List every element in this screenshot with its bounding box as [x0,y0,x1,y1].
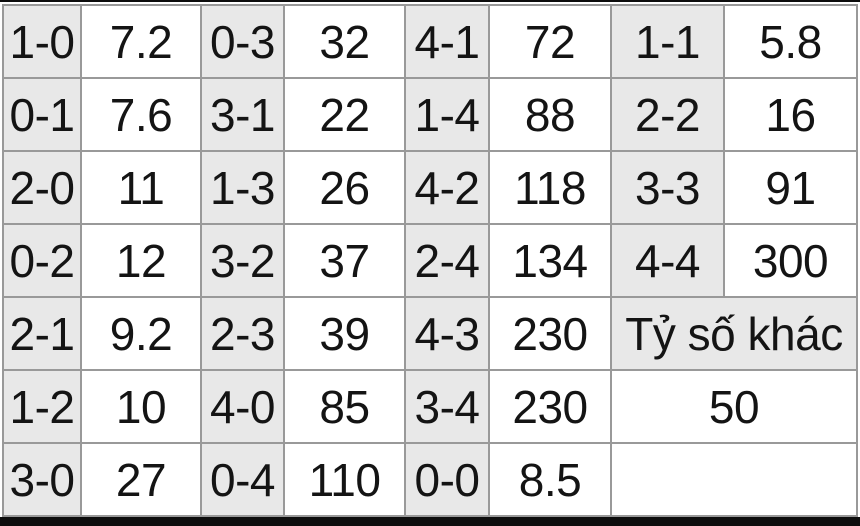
score-cell: 3-0 [2,442,82,517]
odds-value-cell: 32 [283,4,406,79]
score-cell: 1-1 [610,4,725,79]
score-cell: 4-3 [404,296,490,371]
table-row: 2-0 11 1-3 26 4-2 118 3-3 91 [2,150,858,225]
score-cell: 4-0 [200,369,285,444]
correct-score-odds-table: 1-0 7.2 0-3 32 4-1 72 1-1 5.8 0-1 7.6 3-… [2,4,858,517]
odds-value-cell: 22 [283,77,406,152]
odds-value-cell: 91 [723,150,858,225]
score-cell: 1-0 [2,4,82,79]
odds-value-cell: 16 [723,77,858,152]
score-cell: 2-2 [610,77,725,152]
score-cell: 3-3 [610,150,725,225]
odds-value-cell: 11 [80,150,202,225]
odds-value-cell: 8.5 [488,442,612,517]
score-cell: 2-1 [2,296,82,371]
other-score-label-cell: Tỷ số khác [610,296,858,371]
odds-value-cell: 85 [283,369,406,444]
score-cell: 3-2 [200,223,285,298]
odds-value-cell: 9.2 [80,296,202,371]
odds-value-cell: 88 [488,77,612,152]
table-row: 1-2 10 4-0 85 3-4 230 50 [2,369,858,444]
odds-value-cell: 72 [488,4,612,79]
odds-value-cell: 37 [283,223,406,298]
score-cell: 2-0 [2,150,82,225]
odds-value-cell: 27 [80,442,202,517]
table-row: 1-0 7.2 0-3 32 4-1 72 1-1 5.8 [2,4,858,79]
odds-value-cell: 230 [488,369,612,444]
empty-cell [610,442,858,517]
odds-value-cell: 230 [488,296,612,371]
score-cell: 0-4 [200,442,285,517]
odds-value-cell: 300 [723,223,858,298]
score-cell: 1-4 [404,77,490,152]
score-cell: 0-0 [404,442,490,517]
top-frame-line [0,0,860,2]
score-cell: 1-2 [2,369,82,444]
odds-value-cell: 134 [488,223,612,298]
table-row: 0-2 12 3-2 37 2-4 134 4-4 300 [2,223,858,298]
score-cell: 0-1 [2,77,82,152]
score-cell: 0-2 [2,223,82,298]
odds-value-cell: 5.8 [723,4,858,79]
odds-value-cell: 39 [283,296,406,371]
odds-value-cell: 7.2 [80,4,202,79]
odds-value-cell: 7.6 [80,77,202,152]
table-row: 2-1 9.2 2-3 39 4-3 230 Tỷ số khác [2,296,858,371]
score-cell: 3-1 [200,77,285,152]
score-cell: 4-1 [404,4,490,79]
table-row: 0-1 7.6 3-1 22 1-4 88 2-2 16 [2,77,858,152]
score-cell: 4-4 [610,223,725,298]
table-row: 3-0 27 0-4 110 0-0 8.5 [2,442,858,517]
odds-value-cell: 118 [488,150,612,225]
odds-value-cell: 12 [80,223,202,298]
odds-value-cell: 10 [80,369,202,444]
score-cell: 2-3 [200,296,285,371]
score-cell: 0-3 [200,4,285,79]
odds-value-cell: 110 [283,442,406,517]
score-cell: 2-4 [404,223,490,298]
bottom-frame-bar [0,517,860,526]
odds-value-cell: 26 [283,150,406,225]
score-cell: 1-3 [200,150,285,225]
other-score-odds-cell: 50 [610,369,858,444]
score-cell: 3-4 [404,369,490,444]
score-cell: 4-2 [404,150,490,225]
